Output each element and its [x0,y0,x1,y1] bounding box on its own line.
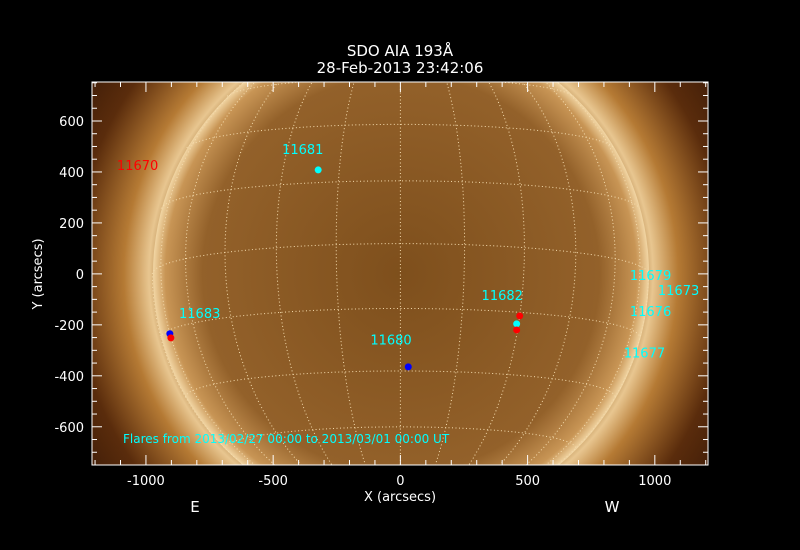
grid-line [336,504,464,512]
flare-marker [513,320,521,328]
heliographic-grid [151,28,649,512]
flare-marker [516,312,524,320]
active-region-label: 11681 [282,143,323,158]
active-region-label: 11673 [658,284,699,299]
y-tick-label: 600 [59,115,84,130]
grid-line [275,82,333,465]
x-tick-label: 500 [515,474,540,489]
grid-line [468,82,525,465]
x-axis-label: X (arcsecs) [364,490,436,505]
active-region-label: 11680 [370,334,411,349]
flare-time-range-annotation: Flares from 2013/02/27 00:00 to 2013/03/… [123,432,450,446]
x-tick-label: 0 [396,474,404,489]
grid-line [345,28,456,32]
x-tick-label: -1000 [127,474,165,489]
chart-subtitle: 28-Feb-2013 23:42:06 [317,59,484,77]
flare-marker [513,326,521,334]
x-tick-label: 1000 [638,474,671,489]
y-tick-label: -600 [54,421,84,436]
grid-line [185,370,616,398]
flare-marker [314,166,322,174]
active-region-label: 11679 [630,269,671,284]
active-region-label: 11676 [630,305,671,320]
y-tick-label: 200 [59,217,84,232]
chart-title: SDO AIA 193Å [347,41,454,60]
active-region-label: 11677 [624,347,665,362]
flare-marker [167,334,175,342]
y-tick-label: 0 [76,268,84,283]
active-region-label: 11683 [179,307,220,322]
y-axis-label: Y (arcsecs) [31,238,46,310]
x-tick-label: -500 [258,474,288,489]
grid-line [160,180,641,209]
flare-marker [404,363,412,371]
active-region-label: 11682 [482,289,523,304]
y-tick-label: 400 [59,166,84,181]
solar-disk [153,82,649,465]
west-label: W [605,498,620,516]
y-tick-label: -200 [54,319,84,334]
east-label: E [190,498,199,516]
grid-line [224,426,577,449]
y-tick-label: -400 [54,370,84,385]
active-region-label: 11670 [117,159,158,174]
